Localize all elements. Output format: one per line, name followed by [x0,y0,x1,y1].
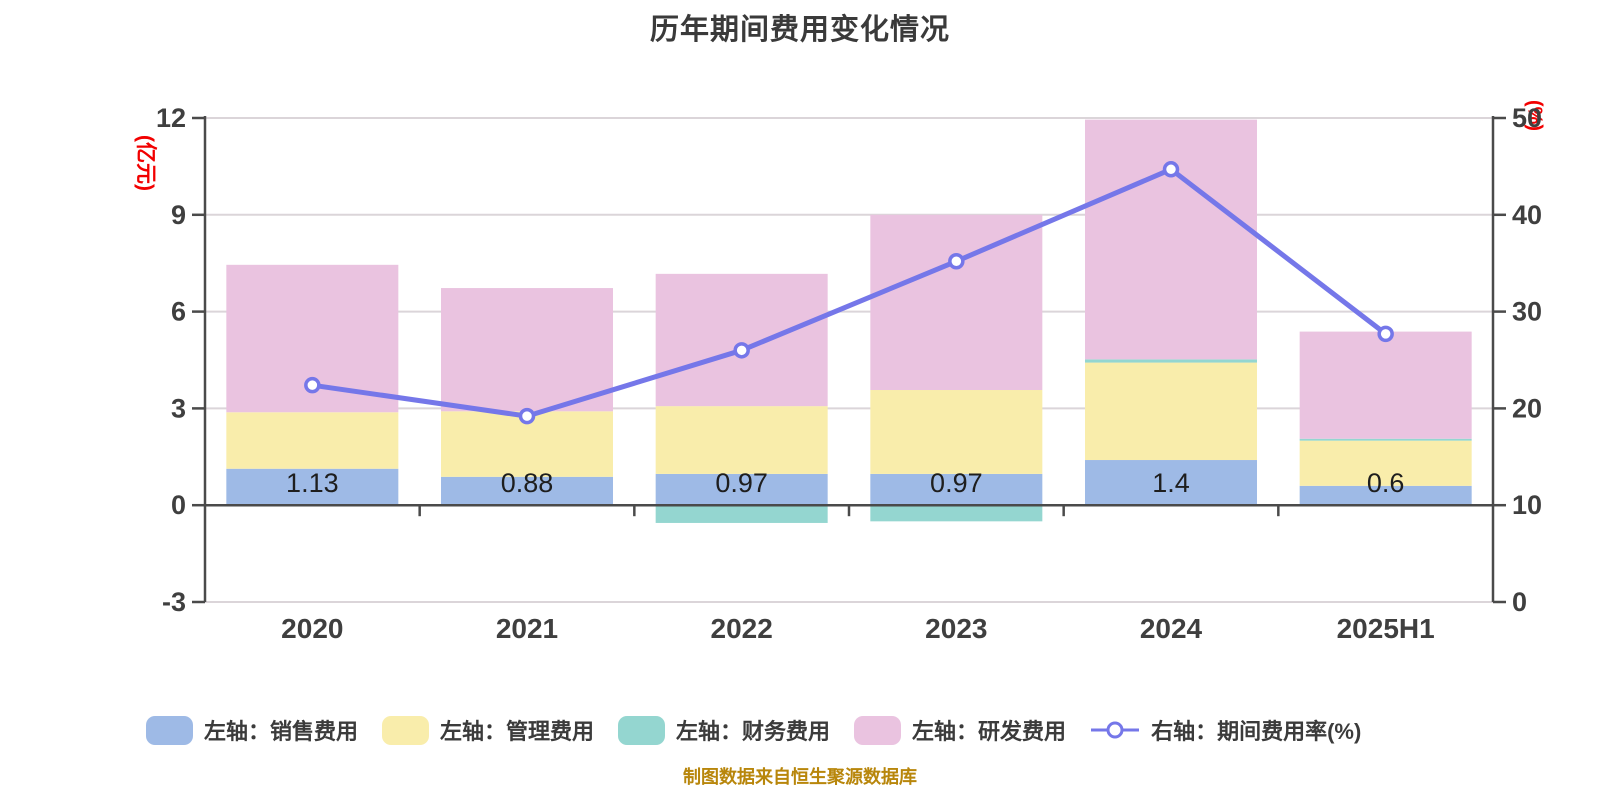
right-axis-tick-label: 0 [1512,587,1527,617]
bar-segment-2025H1[interactable] [1299,440,1472,486]
legend-label: 左轴：管理费用 [440,719,595,744]
line-point-2024[interactable] [1162,161,1180,178]
legend-swatch-icon [618,715,666,745]
x-axis-label: 2023 [925,613,987,644]
right-axis-tick-label: 10 [1512,490,1542,520]
legend-swatch-icon [854,715,902,745]
bar-segment-2023[interactable] [870,473,1043,506]
bar-segment-2025H1[interactable] [1299,331,1472,439]
data-source-note: 制图数据来自恒生聚源数据库 [683,767,917,787]
bar-segment-2024[interactable] [1085,460,1257,506]
legend-item-4[interactable]: 左轴：研发费用 [854,714,1066,746]
line-point-2020[interactable] [304,376,321,394]
x-axis-label: 2020 [281,613,343,644]
bar-value-label: 1.4 [1152,468,1190,498]
chart-legend: 左轴：销售费用 左轴：管理费用 左轴：财务费用 左轴：研发费用 右轴：期间费用率(%) [146,710,1361,750]
bar-value-label: 0.6 [1367,468,1405,498]
legend-label: 右轴：期间费用率(%) [1151,719,1362,744]
bar-segment-2022[interactable] [655,273,828,407]
bar-segment-2020[interactable] [226,412,399,469]
left-axis-tick-label: 9 [171,200,186,230]
left-axis-tick-label: -3 [162,587,186,617]
bar-segment-2022[interactable] [655,505,828,523]
bar-segment-2024[interactable] [1085,119,1257,360]
line-point-2022[interactable] [733,342,750,359]
legend-item-2[interactable]: 左轴：管理费用 [382,714,594,746]
legend-label: 左轴：研发费用 [912,719,1067,744]
bar-value-label: 1.13 [286,468,339,498]
x-axis-label: 2025H1 [1337,613,1435,644]
left-axis-tick-label: 0 [171,490,186,520]
bar-segment-2020[interactable] [226,468,399,506]
line-point-2021[interactable] [518,407,536,425]
bar-segment-2021[interactable] [441,288,613,412]
bar-value-label: 0.97 [715,468,768,498]
bar-segment-2023[interactable] [870,505,1043,522]
legend-item-5[interactable]: 右轴：期间费用率(%) [1090,714,1361,746]
bar-segment-2024[interactable] [1085,362,1257,461]
x-axis-label: 2021 [496,613,558,644]
legend-swatch-icon [382,715,430,745]
legend-label: 左轴：财务费用 [676,719,831,744]
right-axis-tick-label: 20 [1512,393,1542,423]
bar-segment-2022[interactable] [655,473,828,506]
legend-label: 左轴：销售费用 [204,719,359,744]
bar-segment-2025H1[interactable] [1299,485,1472,506]
bar-segment-2021[interactable] [441,476,613,506]
bar-segment-2023[interactable] [870,214,1043,391]
expense-ratio-line [309,166,1389,419]
legend-swatch-icon [146,715,193,745]
bar-segment-2024[interactable] [1085,359,1257,363]
bar-segment-2025H1[interactable] [1299,438,1472,441]
right-axis-tick-label: 50 [1512,103,1542,133]
line-point-2023[interactable] [948,253,965,270]
chart-title: 历年期间费用变化情况 [649,14,950,46]
legend-item-3[interactable]: 左轴：财务费用 [618,714,830,746]
legend-item-1[interactable]: 左轴：销售费用 [146,714,358,746]
line-point-2025H1[interactable] [1377,325,1394,343]
bar-segment-2023[interactable] [870,390,1043,474]
bar-value-label: 0.88 [501,468,554,498]
bar-segment-2022[interactable] [655,406,828,474]
bar-value-label: 0.97 [930,468,983,498]
right-axis-tick-label: 30 [1512,297,1542,327]
x-axis-label: 2024 [1140,613,1203,644]
right-axis-tick-label: 40 [1512,200,1542,230]
legend-line-marker-icon [1091,721,1140,739]
left-axis-tick-label: 6 [171,297,186,327]
left-axis-tick-label: 3 [171,393,186,423]
left-axis-tick-label: 12 [156,103,186,133]
x-axis-label: 2022 [711,613,773,644]
